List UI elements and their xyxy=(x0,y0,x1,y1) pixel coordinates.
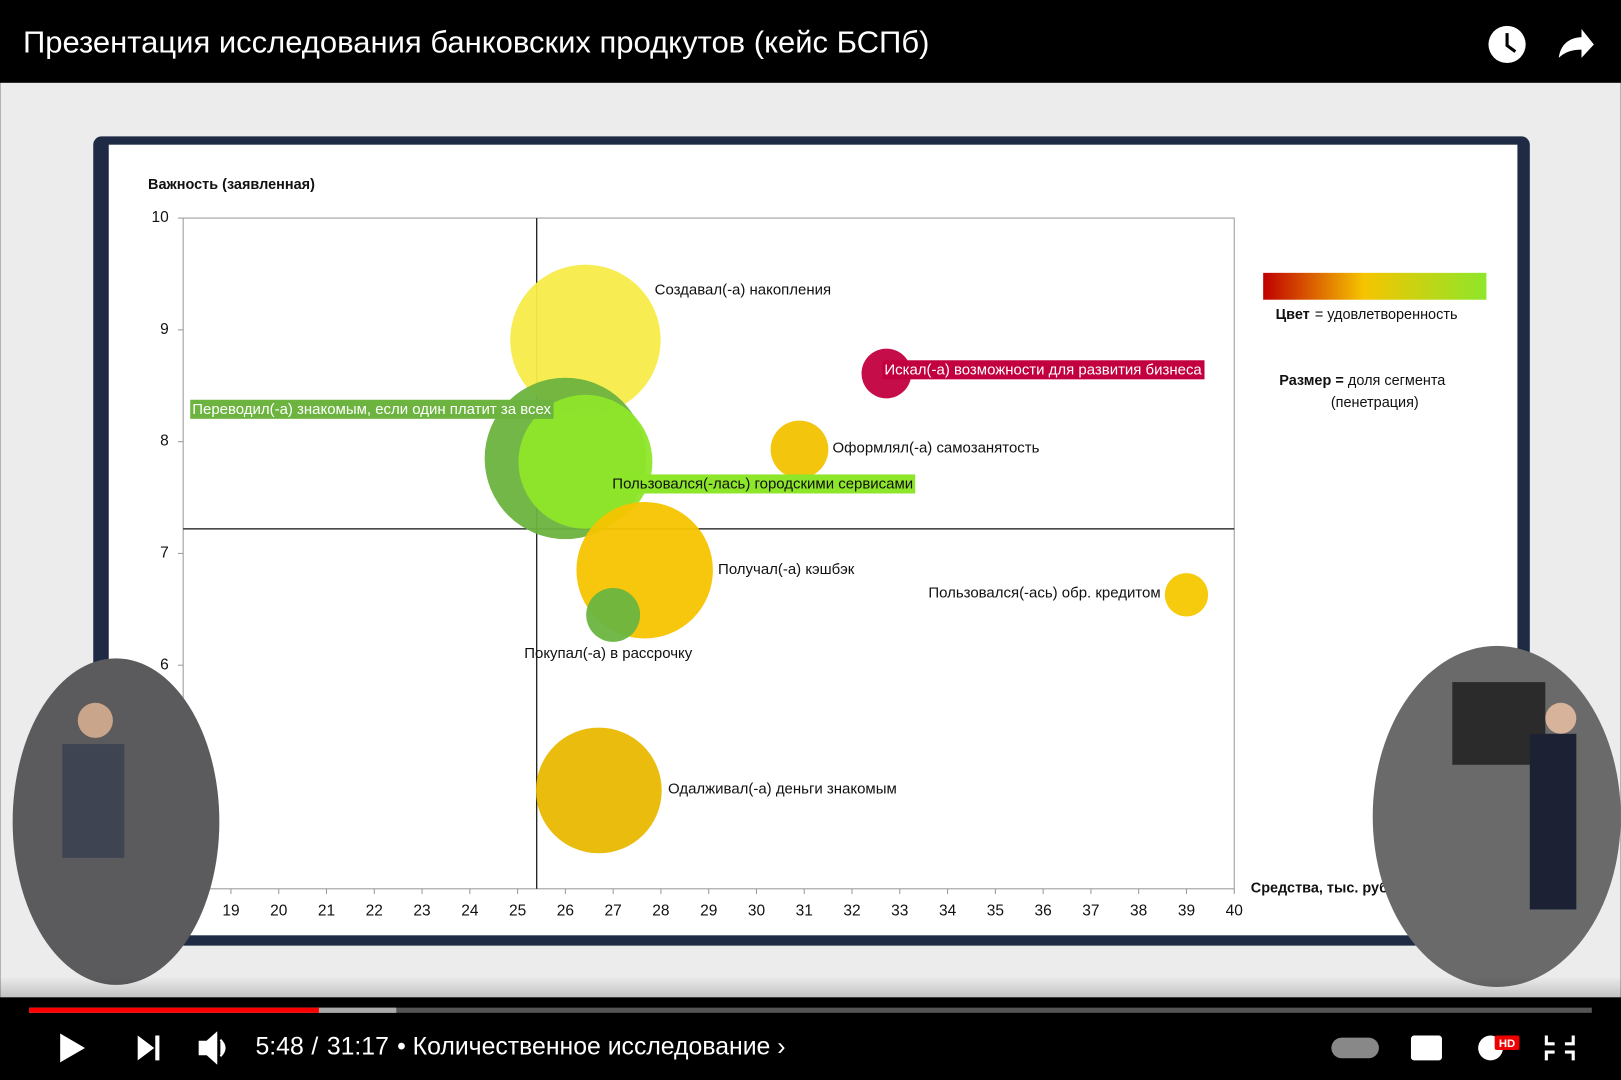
presenter-left xyxy=(12,658,220,985)
hd-badge-text: HD xyxy=(1499,1038,1515,1050)
played xyxy=(29,1007,319,1013)
share-button[interactable] xyxy=(1558,28,1594,58)
y-tick-label: 9 xyxy=(160,321,169,338)
x-tick-label: 40 xyxy=(1226,903,1244,920)
bubble-label: Создавал(-а) накопления xyxy=(655,281,831,298)
chapter-title[interactable]: • Количественное исследование › xyxy=(397,1034,785,1061)
x-tick-label: 28 xyxy=(652,903,669,920)
x-tick-label: 26 xyxy=(557,903,574,920)
y-tick-label: 8 xyxy=(160,433,169,450)
x-tick-label: 29 xyxy=(700,903,717,920)
bubble-label: Получал(-а) кэшбэк xyxy=(718,561,855,578)
color-scale xyxy=(1263,272,1487,300)
label-background xyxy=(190,399,554,419)
label-background xyxy=(610,474,916,494)
legend-text: (пенетрация) xyxy=(1331,395,1419,411)
bubble-label: Пользовался(-лась) городскими сервисами xyxy=(612,475,913,492)
person-head xyxy=(1545,702,1577,734)
person xyxy=(1529,733,1577,910)
fullscreen-exit[interactable] xyxy=(1544,1035,1575,1061)
bubble-label: Переводил(-а) знакомым, если один платит… xyxy=(192,401,551,418)
x-tick-label: 37 xyxy=(1082,903,1099,920)
controls-shade xyxy=(0,976,1621,1080)
x-tick-label: 35 xyxy=(987,903,1004,920)
subtitles-button[interactable] xyxy=(1410,1035,1442,1061)
person-head xyxy=(77,702,113,738)
x-tick-label: 21 xyxy=(318,903,335,920)
legend-key: Цвет xyxy=(1276,307,1310,323)
time-separator: / xyxy=(311,1034,318,1061)
x-tick-label: 24 xyxy=(461,903,479,920)
x-tick-label: 19 xyxy=(222,903,239,920)
progress-track xyxy=(29,1007,1592,1013)
bubble xyxy=(535,727,662,854)
video-title[interactable]: Презентация исследования банковских прод… xyxy=(23,25,929,60)
y-tick-label: 10 xyxy=(151,209,169,226)
label-background xyxy=(882,360,1205,380)
play-button[interactable] xyxy=(60,1033,85,1063)
title-bar xyxy=(0,0,1621,83)
hd-badge xyxy=(1494,1035,1520,1051)
x-tick-label: 32 xyxy=(843,903,860,920)
bubble-label: Искал(-а) возможности для развития бизне… xyxy=(884,361,1202,378)
x-axis-label: Средства, тыс. руб. xyxy=(1251,881,1392,897)
current-time: 5:48 xyxy=(256,1034,304,1061)
bubble-label: Оформлял(-а) самозанятость xyxy=(833,439,1040,456)
chart: Важность (заявленная) Средства, тыс. руб… xyxy=(148,177,1487,920)
bubble xyxy=(770,420,829,479)
legend-text: доля сегмента xyxy=(1348,373,1446,389)
progress-bar[interactable] xyxy=(29,1007,1592,1013)
x-tick-label: 34 xyxy=(939,903,957,920)
person xyxy=(62,744,125,858)
watch-later[interactable] xyxy=(1488,25,1526,64)
bubble-label: Покупал(-а) в рассрочку xyxy=(524,645,692,662)
x-tick-label: 27 xyxy=(605,903,622,920)
y-axis-label: Важность (заявленная) xyxy=(148,177,315,193)
bubble-label: Пользовался(-ась) обр. кредитом xyxy=(928,585,1160,602)
bubble xyxy=(510,264,661,416)
x-tick-label: 23 xyxy=(413,903,430,920)
duration: 31:17 xyxy=(327,1034,389,1061)
x-tick-label: 30 xyxy=(748,903,766,920)
icon xyxy=(1505,33,1517,53)
bubble-label: Одалживал(-а) деньги знакомым xyxy=(668,780,897,797)
x-tick-label: 25 xyxy=(509,903,526,920)
next-button[interactable] xyxy=(137,1035,160,1061)
x-tick-label: 36 xyxy=(1035,903,1052,920)
slide xyxy=(108,144,1518,936)
legend-text: = удовлетворенность xyxy=(1315,307,1458,323)
bubble xyxy=(1164,573,1209,617)
x-tick-label: 38 xyxy=(1130,903,1147,920)
y-tick-label: 7 xyxy=(160,545,169,562)
autoplay-toggle[interactable] xyxy=(1331,1037,1379,1059)
y-tick-label: 6 xyxy=(160,656,169,673)
x-tick-label: 31 xyxy=(796,903,813,920)
x-tick-label: 39 xyxy=(1178,903,1195,920)
legend-key: Размер = xyxy=(1279,373,1344,389)
x-tick-label: 22 xyxy=(366,903,383,920)
volume-button[interactable] xyxy=(198,1031,226,1065)
x-tick-label: 20 xyxy=(270,903,288,920)
presenter-right xyxy=(1372,645,1621,987)
bubble xyxy=(586,587,641,642)
x-tick-label: 33 xyxy=(891,903,908,920)
bubble xyxy=(518,394,653,529)
